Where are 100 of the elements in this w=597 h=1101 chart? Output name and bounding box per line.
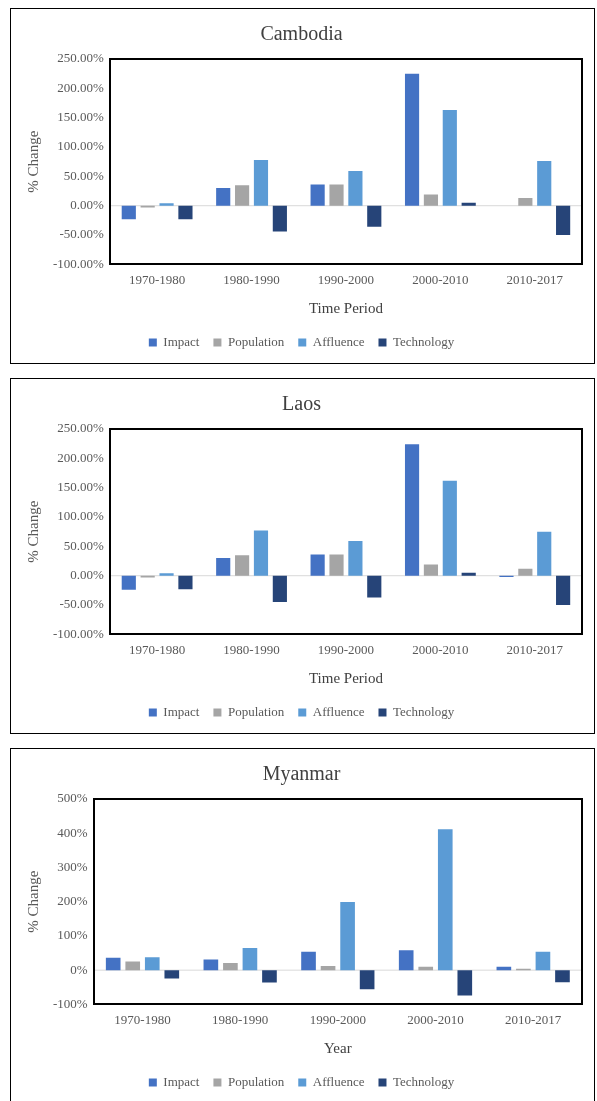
y-tick-label: -50.00% [59, 596, 105, 612]
bar [537, 531, 552, 576]
bar [340, 902, 355, 971]
legend-label: Impact [163, 333, 200, 349]
bar [442, 480, 457, 576]
bar [423, 564, 439, 576]
y-tick-label: 250.00% [57, 50, 105, 66]
bar [556, 205, 571, 236]
bar [329, 184, 344, 206]
bar [461, 202, 476, 206]
bar [178, 575, 193, 590]
bar [125, 961, 141, 971]
y-tick-label: 250.00% [57, 420, 105, 436]
y-tick-label: 500% [57, 790, 88, 806]
chart-title: Myanmar [262, 762, 341, 786]
y-tick-label: 400% [57, 824, 88, 840]
bar [272, 575, 287, 603]
bar [348, 171, 363, 206]
bar [348, 541, 363, 576]
y-tick-label: -50.00% [59, 226, 105, 242]
x-tick-label: 1990-2000 [317, 641, 375, 657]
bar [144, 957, 160, 971]
y-axis-title: % Change [24, 500, 41, 563]
bar [235, 185, 250, 206]
x-axis-title: Year [324, 1039, 352, 1056]
bar [203, 959, 219, 971]
bar [105, 957, 121, 971]
bar [461, 572, 476, 576]
x-tick-label: 2000-2010 [407, 1011, 464, 1027]
x-axis-title: Time Period [308, 669, 384, 686]
y-tick-label: 200.00% [57, 449, 105, 465]
bar [437, 829, 453, 971]
y-tick-label: 150.00% [57, 109, 105, 125]
bar [235, 555, 250, 576]
bar [216, 558, 231, 576]
bar [121, 575, 136, 590]
y-tick-label: 0.00% [70, 197, 105, 213]
bar [320, 966, 336, 971]
bar [404, 444, 420, 576]
legend-label: Population [227, 1073, 285, 1089]
x-tick-label: 1970-1980 [114, 1011, 171, 1027]
x-tick-label: 1970-1980 [128, 271, 186, 287]
x-tick-label: 1990-2000 [309, 1011, 366, 1027]
x-tick-label: 2010-2017 [506, 271, 564, 287]
legend-label: Technology [392, 333, 455, 349]
bar [178, 205, 193, 220]
y-tick-label: 200% [57, 893, 88, 909]
y-tick-label: 100.00% [57, 138, 105, 154]
y-axis-title: % Change [24, 130, 41, 193]
x-tick-label: 2000-2010 [412, 641, 469, 657]
legend-label: Impact [163, 1073, 200, 1089]
y-tick-label: -100.00% [52, 625, 105, 641]
y-tick-label: 100.00% [57, 508, 105, 524]
y-tick-label: 100% [57, 927, 88, 943]
legend-label: Population [227, 333, 285, 349]
x-tick-label: 1980-1990 [211, 1011, 269, 1027]
x-tick-label: 1980-1990 [223, 271, 280, 287]
x-tick-label: 1970-1980 [128, 641, 186, 657]
bar [272, 205, 287, 232]
x-tick-label: 1990-2000 [317, 271, 375, 287]
bar [518, 198, 533, 206]
y-tick-label: 200.00% [57, 79, 105, 95]
legend-label: Technology [392, 1073, 455, 1089]
bar [159, 573, 174, 576]
y-tick-label: 0% [70, 961, 88, 977]
bar [457, 970, 473, 996]
bar [253, 530, 269, 576]
legend-label: Affluence [312, 703, 365, 719]
x-tick-label: 2010-2017 [506, 641, 564, 657]
bar [359, 970, 375, 990]
legend-label: Affluence [312, 1073, 365, 1089]
bar [367, 205, 382, 227]
bar [518, 568, 533, 576]
bar [329, 554, 344, 576]
bar [537, 161, 552, 206]
y-tick-label: -100% [52, 995, 88, 1011]
bar [398, 950, 414, 971]
bar [121, 205, 136, 220]
bar [164, 970, 180, 979]
bar [418, 966, 434, 971]
y-axis-title: % Change [24, 870, 41, 933]
bar [262, 970, 277, 983]
x-axis-title: Time Period [308, 299, 384, 316]
bar [404, 73, 420, 206]
bar [253, 159, 269, 206]
y-tick-label: 150.00% [57, 479, 105, 495]
bar [223, 962, 238, 971]
bar [442, 110, 457, 206]
bar [301, 951, 316, 971]
bar [535, 951, 551, 971]
bar [310, 554, 325, 576]
bar [555, 970, 570, 983]
bar [242, 947, 258, 971]
bar [367, 575, 382, 598]
legend-label: Population [227, 703, 285, 719]
x-tick-label: 2010-2017 [504, 1011, 562, 1027]
x-tick-label: 1980-1990 [223, 641, 280, 657]
x-tick-label: 2000-2010 [412, 271, 469, 287]
legend-label: Technology [392, 703, 455, 719]
chart-title: Cambodia [260, 22, 343, 45]
